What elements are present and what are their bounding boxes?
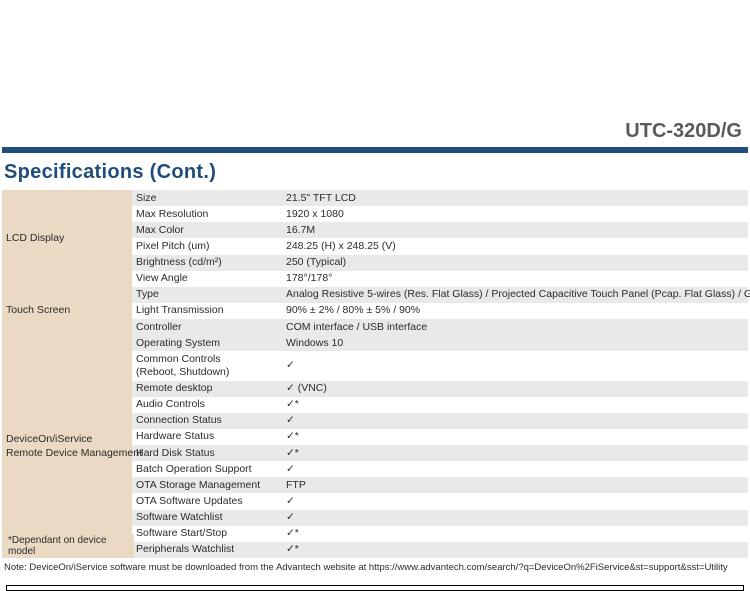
value-cell: ✓* bbox=[282, 397, 748, 413]
spec-tables: LCD DisplaySize21.5" TFT LCDMax Resoluti… bbox=[2, 190, 748, 558]
label-cell: Audio Controls bbox=[132, 397, 282, 413]
value-cell: 248.25 (H) x 248.25 (V) bbox=[282, 238, 748, 254]
value-cell: 178°/178° bbox=[282, 271, 748, 287]
value-cell: FTP bbox=[282, 477, 748, 493]
label-cell: Max Resolution bbox=[132, 206, 282, 222]
label-cell: Controller bbox=[132, 319, 282, 335]
value-cell: 21.5" TFT LCD bbox=[282, 190, 748, 206]
label-cell: Software Start/Stop bbox=[132, 526, 282, 542]
category-cell: DeviceOn/iServiceRemote Device Managemen… bbox=[2, 335, 132, 558]
value-cell: ✓ bbox=[282, 413, 748, 429]
value-cell: COM interface / USB interface bbox=[282, 319, 748, 335]
label-cell: OTA Software Updates bbox=[132, 493, 282, 509]
spec-table: DeviceOn/iServiceRemote Device Managemen… bbox=[2, 335, 748, 558]
bottom-border-box bbox=[6, 585, 744, 591]
value-cell: Analog Resistive 5-wires (Res. Flat Glas… bbox=[282, 287, 748, 303]
label-cell: Peripherals Watchlist bbox=[132, 542, 282, 558]
value-cell: ✓ bbox=[282, 461, 748, 477]
spec-table: Touch ScreenTypeAnalog Resistive 5-wires… bbox=[2, 287, 748, 335]
value-cell: ✓* bbox=[282, 429, 748, 445]
label-cell: Batch Operation Support bbox=[132, 461, 282, 477]
value-cell: 250 (Typical) bbox=[282, 255, 748, 271]
category-cell: Touch Screen bbox=[2, 287, 132, 335]
divider-band bbox=[2, 147, 748, 153]
label-cell: Hardware Status bbox=[132, 429, 282, 445]
value-cell: 16.7M bbox=[282, 222, 748, 238]
category-cell: LCD Display bbox=[2, 190, 132, 287]
table-row: Touch ScreenTypeAnalog Resistive 5-wires… bbox=[2, 287, 748, 303]
label-cell: Max Color bbox=[132, 222, 282, 238]
label-cell: Connection Status bbox=[132, 413, 282, 429]
spec-table: LCD DisplaySize21.5" TFT LCDMax Resoluti… bbox=[2, 190, 748, 287]
section-title: Specifications (Cont.) bbox=[2, 157, 748, 190]
footnote: *Dependant on device model bbox=[4, 534, 134, 558]
value-cell: ✓* bbox=[282, 542, 748, 558]
label-cell: View Angle bbox=[132, 271, 282, 287]
label-cell: Software Watchlist bbox=[132, 510, 282, 526]
page: UTC-320D/G Specifications (Cont.) LCD Di… bbox=[0, 0, 750, 591]
label-cell: Remote desktop bbox=[132, 381, 282, 397]
label-cell: OTA Storage Management bbox=[132, 477, 282, 493]
value-cell: Windows 10 bbox=[282, 335, 748, 351]
value-cell: ✓ (VNC) bbox=[282, 381, 748, 397]
model-title: UTC-320D/G bbox=[2, 0, 748, 147]
label-cell: Type bbox=[132, 287, 282, 303]
note: Note: DeviceOn/iService software must be… bbox=[2, 558, 748, 583]
value-cell: ✓ bbox=[282, 351, 748, 380]
table-row: DeviceOn/iServiceRemote Device Managemen… bbox=[2, 335, 748, 351]
label-cell: Common Controls(Reboot, Shutdown) bbox=[132, 351, 282, 380]
label-cell: Pixel Pitch (um) bbox=[132, 238, 282, 254]
value-cell: ✓ bbox=[282, 493, 748, 509]
value-cell: ✓* bbox=[282, 526, 748, 542]
value-cell: ✓ bbox=[282, 510, 748, 526]
label-cell: Size bbox=[132, 190, 282, 206]
value-cell: ✓* bbox=[282, 445, 748, 461]
label-cell: Brightness (cd/m²) bbox=[132, 255, 282, 271]
value-cell: 90% ± 2% / 80% ± 5% / 90% bbox=[282, 303, 748, 319]
table-row: LCD DisplaySize21.5" TFT LCD bbox=[2, 190, 748, 206]
label-cell: Hard Disk Status bbox=[132, 445, 282, 461]
label-cell: Light Transmission bbox=[132, 303, 282, 319]
label-cell: Operating System bbox=[132, 335, 282, 351]
value-cell: 1920 x 1080 bbox=[282, 206, 748, 222]
